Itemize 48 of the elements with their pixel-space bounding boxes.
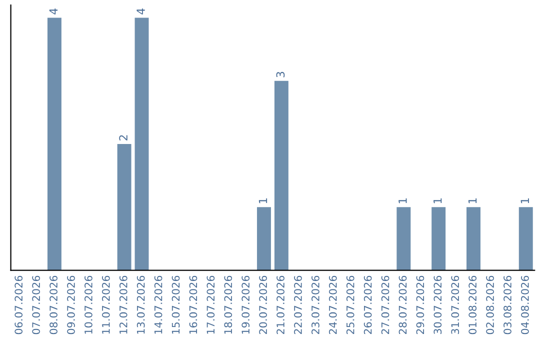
x-tick-label: 20.07.2026 xyxy=(259,276,267,334)
data-label: 1 xyxy=(520,198,529,204)
bar xyxy=(47,18,62,270)
x-tick-label: 28.07.2026 xyxy=(398,276,407,334)
data-label: 3 xyxy=(276,72,285,78)
bar xyxy=(518,207,533,270)
x-tick-label: 12.07.2026 xyxy=(119,276,128,334)
x-tick-label: 06.07.2026 xyxy=(14,276,23,334)
bar xyxy=(466,207,480,270)
x-tick-label: 13.07.2026 xyxy=(136,276,145,334)
x-tick-label: 07.07.2026 xyxy=(32,276,40,334)
data-label: 1 xyxy=(434,198,442,204)
x-tick-label: 29.07.2026 xyxy=(416,276,424,334)
x-tick-label: 22.07.2026 xyxy=(294,276,302,334)
x-tick-label: 10.07.2026 xyxy=(84,276,92,334)
x-tick-label: 01.08.2026 xyxy=(468,276,477,334)
x-tick-label: 03.08.2026 xyxy=(504,276,512,334)
data-label: 4 xyxy=(136,8,145,14)
x-tick-label: 21.07.2026 xyxy=(276,276,284,334)
bar xyxy=(117,144,132,270)
x-tick-label: 25.07.2026 xyxy=(346,276,354,334)
x-tick-label: 02.08.2026 xyxy=(486,276,494,334)
data-label: 1 xyxy=(468,198,477,204)
x-tick-label: 27.07.2026 xyxy=(381,276,390,334)
bar xyxy=(396,207,411,270)
x-tick-label: 14.07.2026 xyxy=(154,276,162,334)
x-tick-label: 16.07.2026 xyxy=(189,276,198,334)
x-tick-label: 11.07.2026 xyxy=(102,276,110,334)
x-tick-label: 19.07.2026 xyxy=(242,276,250,334)
x-tick-label: 17.07.2026 xyxy=(206,276,215,334)
x-tick-label: 09.07.2026 xyxy=(67,276,75,334)
data-label: 1 xyxy=(258,198,268,204)
x-tick-label: 18.07.2026 xyxy=(224,276,232,334)
data-label: 1 xyxy=(398,198,407,204)
bar xyxy=(256,207,271,270)
data-label: 2 xyxy=(119,135,128,140)
x-tick-label: 31.07.2026 xyxy=(451,276,460,334)
bar xyxy=(432,207,446,270)
x-tick-label: 04.08.2026 xyxy=(521,276,529,334)
data-label: 4 xyxy=(49,8,58,14)
x-tick-label: 23.07.2026 xyxy=(311,276,320,334)
bar xyxy=(274,80,288,270)
x-tick-label: 24.07.2026 xyxy=(328,276,337,334)
x-tick-label: 08.07.2026 xyxy=(50,276,58,334)
x-tick-label: 26.07.2026 xyxy=(364,276,372,334)
x-tick-label: 30.07.2026 xyxy=(434,276,442,334)
bar xyxy=(134,18,149,270)
x-tick-label: 15.07.2026 xyxy=(172,276,180,334)
